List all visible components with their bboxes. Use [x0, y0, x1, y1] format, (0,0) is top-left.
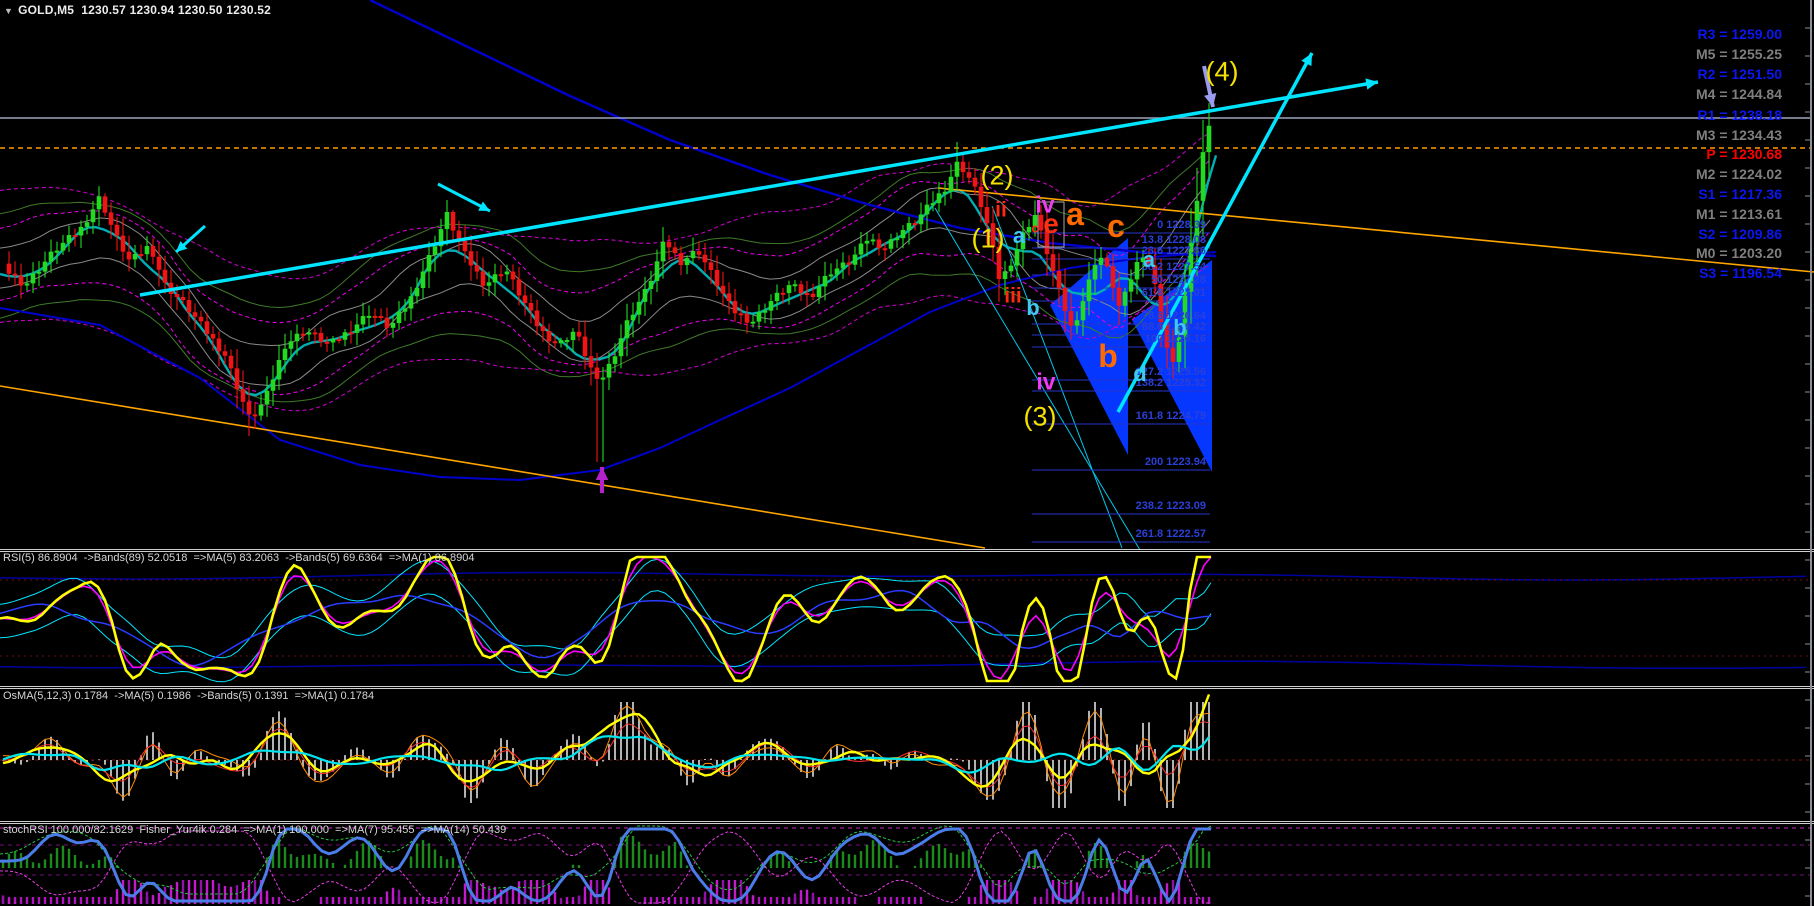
main-chart-panel[interactable]: [0, 0, 1814, 548]
osma-panel[interactable]: [0, 688, 1814, 821]
rsi-panel[interactable]: [0, 551, 1814, 686]
stochrsi-panel[interactable]: [0, 823, 1814, 906]
